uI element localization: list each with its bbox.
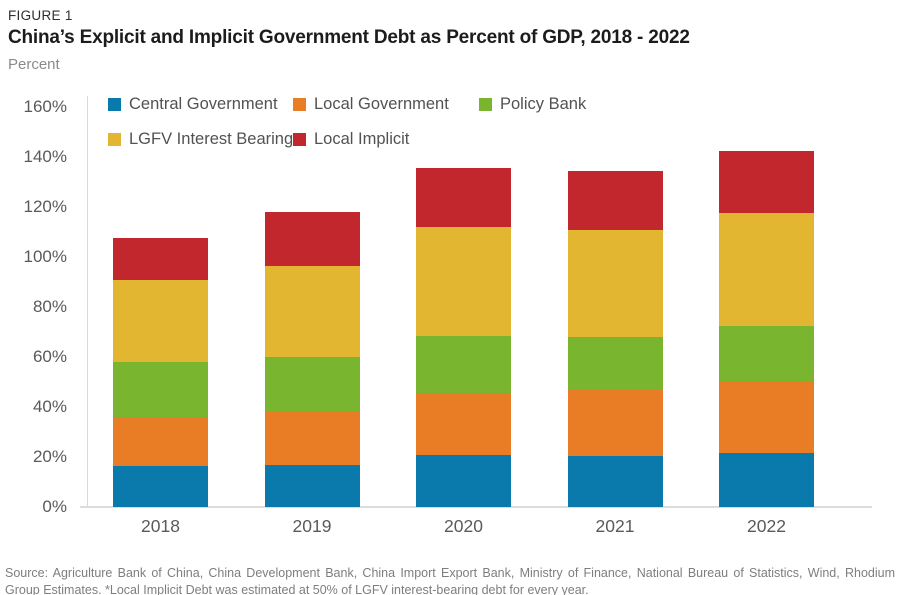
x-tick-label: 2018 [141,516,180,536]
legend-swatch-icon [293,133,306,146]
page-title: China’s Explicit and Implicit Government… [8,27,690,48]
y-tick-label: 20% [32,447,67,466]
legend-item: Local Implicit [293,130,479,149]
figure-label: FIGURE 1 [8,8,73,23]
legend-swatch-icon [108,98,121,111]
bar-segment [719,213,814,326]
bar-segment [567,389,663,456]
legend-swatch-icon [479,98,492,111]
chart-header: FIGURE 1 China’s Explicit and Implicit G… [0,0,900,88]
stacked-bar-chart: 160% 140% 120% 100% 80% 60% 40% 20% 0% 2018 2019 2… [0,88,900,558]
bar-segment [719,150,814,214]
legend-label: Local Government [314,95,449,113]
bar-2018 [113,238,208,507]
legend-swatch-icon [108,133,121,146]
legend-item: LGFV Interest Bearing [108,130,293,149]
bar-segment [416,227,511,336]
x-tick-label: 2020 [444,516,483,536]
bar-segment [567,455,663,507]
x-tick-label: 2019 [292,516,332,536]
y-tick-label: 80% [32,297,67,316]
bar-segment [264,212,360,266]
x-tick-label: 2022 [747,516,786,536]
bar-segment [567,170,663,230]
bar-segment [416,168,511,227]
legend-label: Policy Bank [500,95,587,113]
bars-container [87,107,858,507]
bar-segment [567,337,663,390]
bar-2021 [567,170,663,507]
y-tick-label: 0% [42,497,67,516]
bar-segment [719,453,814,507]
x-tick-label: 2021 [595,516,635,536]
bar-segment [264,410,360,465]
bar-segment [264,464,360,507]
legend-swatch-icon [293,98,306,111]
bar-2020 [416,168,511,507]
bar-segment [113,465,208,507]
bar-segment [416,335,511,394]
source-note: Source: Agriculture Bank of China, China… [5,566,895,595]
bar-segment [719,380,814,454]
y-tick-label: 140% [23,147,67,166]
y-tick-label: 120% [23,197,67,216]
bar-segment [264,265,360,357]
y-axis-unit-label: Percent [8,56,60,73]
legend-label: Local Implicit [314,130,410,148]
bar-segment [113,238,208,280]
bar-segment [113,417,208,466]
bar-segment [113,362,208,417]
y-axis-line [87,96,88,507]
bar-2019 [264,212,360,507]
legend-item: Policy Bank [479,95,586,114]
legend-item: Local Government [293,95,479,114]
chart-legend: Central Government Local Government Policy… [108,95,586,149]
legend-item: Central Government [108,95,293,114]
bar-segment [264,357,360,411]
legend-label: LGFV Interest Bearing [129,130,294,148]
y-tick-label: 160% [23,97,67,116]
bar-segment [567,229,663,337]
y-tick-label: 60% [32,347,67,366]
bar-segment [416,454,511,507]
y-tick-label: 40% [32,397,67,416]
y-tick-label: 100% [23,247,67,266]
x-axis-line [80,506,872,508]
bar-2022 [719,150,814,507]
legend-label: Central Government [129,95,278,113]
bar-segment [719,325,814,381]
bar-segment [416,393,511,455]
bar-segment [113,279,208,362]
